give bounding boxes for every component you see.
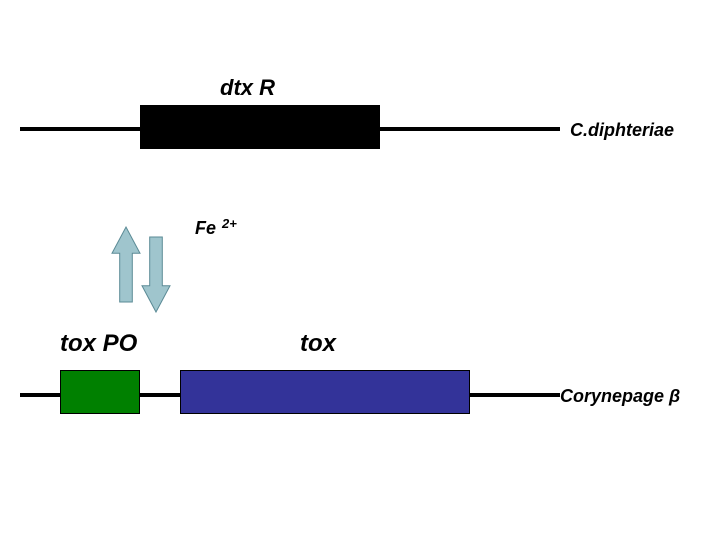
fe-label-sup: 2+ [222,216,237,231]
cdiphteriae-label: C.diphteriae [570,120,674,141]
up-arrow-shape [112,227,140,302]
down-arrow-shape [142,237,170,312]
up-arrow-icon [110,225,142,304]
corynepage-label: Corynepage β [560,386,680,407]
tox-box [180,370,470,414]
dtxR-box [140,105,380,149]
toxPO-box [60,370,140,414]
fe-label-base: Fe [195,218,216,239]
tox-label: tox [300,330,336,358]
toxPO-label: tox PO [60,330,137,358]
dtxR-label: dtx R [220,75,275,101]
down-arrow-icon [140,235,172,314]
